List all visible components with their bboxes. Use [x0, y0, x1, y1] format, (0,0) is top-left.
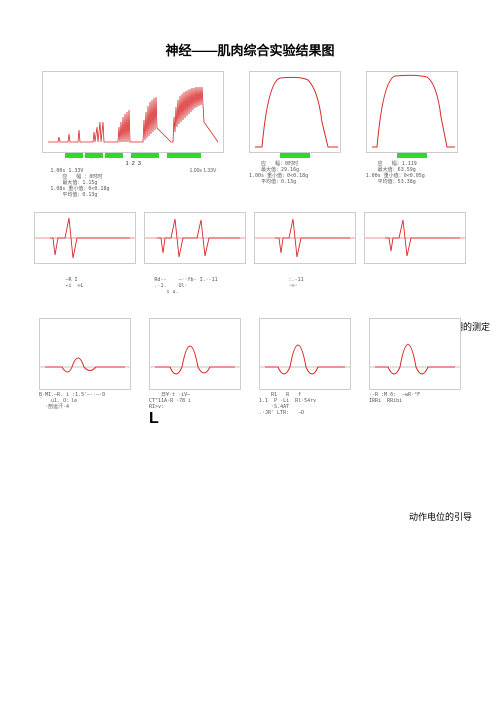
wave-3: R1 R f 1.1 P ·Li Rl·54rv ·S.4AT .·JR' LT… [259, 318, 351, 428]
r3-c: :.-11 ·∞· [289, 277, 304, 295]
ap-trace-2 [144, 212, 246, 264]
wave-4: ·-R :M δ: —wR·°F IRRi RRibi [369, 318, 461, 428]
side-label-ap-lead: 动作电位的引导 [409, 510, 472, 523]
chart3-labels: 应 幅：1.119 最大值：63.59g 1.00s 重小值：0<0.05g 平… [366, 153, 458, 185]
ap-trace-1 [34, 212, 136, 264]
r3-a: —R I ←i ∞L [65, 277, 83, 295]
page-title: 神经——肌肉综合实验结果图 [0, 0, 500, 71]
ap-trace-4 [364, 212, 466, 264]
chart2-labels: 应 幅：0时时 最大值：29.16g 1.00s 重小值：0<0.18g 平均值… [249, 153, 341, 185]
chart-single-twitch-1: 应 幅：0时时 最大值：29.16g 1.00s 重小值：0<0.18g 平均值… [249, 71, 341, 198]
chart-single-twitch-2: 应 幅：1.119 最大值：63.59g 1.00s 重小值：0<0.05g 平… [366, 71, 458, 198]
wave-2: 日¥·t ·iV— CT"11A·R ·78 i RI>v: L [149, 318, 241, 428]
w4-label: ·-R :M δ: —wR·°F IRRi RRibi [369, 392, 461, 404]
wave-1: B·MI.—R. i :1.5'—··—·D u1. O：le ·剖运汗·4 [39, 318, 131, 428]
chart1-labels: 1 2 3 1.00s 1.33V 应 幅 ：0时时 最大值：1.15g 1.0… [42, 153, 224, 198]
ap-trace-3 [254, 212, 356, 264]
w3-label: R1 R f 1.1 P ·Li Rl·54rv ·S.4AT .·JR' LT… [259, 392, 351, 416]
w1-label: B·MI.—R. i :1.5'—··—·D u1. O：le ·剖运汗·4 [39, 392, 131, 410]
r3-b: Rd-- —··fb- I.·-11 .·1. Ul· i u. [154, 277, 217, 295]
w2-label: 日¥·t ·iV— CT"11A·R ·78 i RI>v: [149, 392, 241, 410]
chart-row-4: B·MI.—R. i :1.5'—··—·D u1. O：le ·剖运汗·4 日… [0, 318, 500, 428]
big-L: L [149, 410, 159, 427]
chart-twitch-summation: 1 2 3 1.00s 1.33V 应 幅 ：0时时 最大值：1.15g 1.0… [42, 71, 224, 198]
chart-row-1: 1 2 3 1.00s 1.33V 应 幅 ：0时时 最大值：1.15g 1.0… [0, 71, 500, 198]
chart-row-2 [0, 212, 500, 264]
row3-labels: —R I ←i ∞L Rd-- —··fb- I.·-11 .·1. Ul· i… [0, 272, 500, 300]
